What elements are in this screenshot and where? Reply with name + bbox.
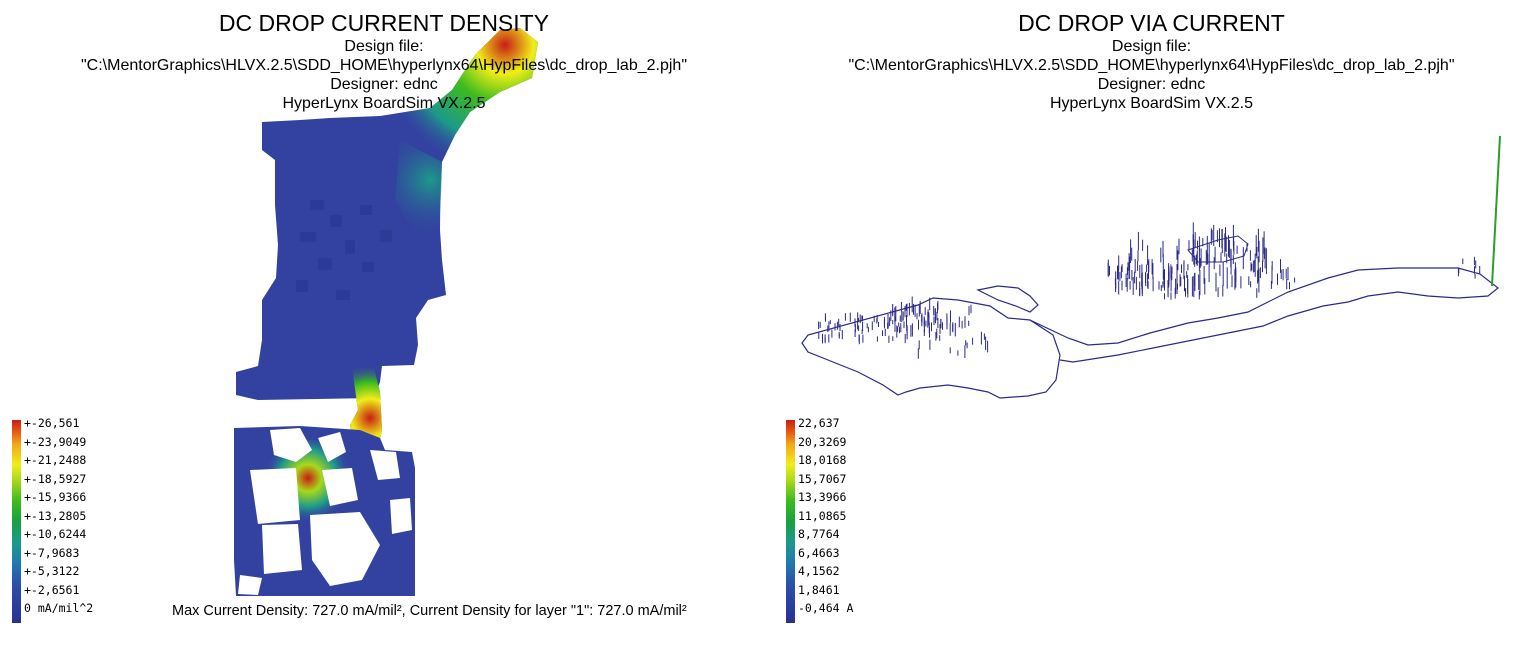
- legend-label: +-21,2488: [24, 453, 87, 467]
- via-current-plot[interactable]: [768, 0, 1535, 656]
- legend-label: +-18,5927: [24, 471, 87, 486]
- legend-label: +-7,9683: [24, 545, 80, 560]
- via-markers: [818, 222, 1481, 359]
- legend-label: +-10,6244: [24, 527, 87, 541]
- legend-label: 20,3269: [798, 434, 847, 449]
- current-density-footer: Max Current Density: 727.0 mA/mil², Curr…: [172, 603, 687, 619]
- plane-texture: [296, 200, 392, 300]
- max-via-current-spike: [1491, 135, 1501, 287]
- legend-label: 8,7764: [798, 527, 840, 541]
- current-density-panel: DC DROP CURRENT DENSITY Design file: "C:…: [0, 0, 768, 656]
- legend-label: 15,7067: [798, 471, 847, 486]
- legend-label: 18,0168: [798, 453, 847, 467]
- via-current-color-scale: [786, 420, 795, 623]
- via-current-panel: DC DROP VIA CURRENT Design file: "C:\Men…: [768, 0, 1535, 656]
- current-density-color-scale: [12, 420, 21, 623]
- legend-label: +-5,3122: [24, 564, 80, 578]
- legend-label: +-2,6561: [24, 582, 80, 597]
- legend-label: 0 mA/mil^2: [24, 601, 94, 615]
- current-density-legend-labels: +-26,561 +-23,9049 +-21,2488 +-18,5927 +-15,…: [24, 414, 93, 618]
- plane-cutouts: [238, 428, 412, 595]
- legend-label: +-23,9049: [24, 434, 87, 449]
- legend-label: 4,1562: [798, 564, 840, 578]
- legend-label: 13,3966: [798, 490, 847, 504]
- board-outline: [801, 297, 1061, 399]
- legend-label: +-13,2805: [24, 508, 87, 523]
- legend-label: 11,0865: [798, 508, 847, 523]
- via-current-legend-labels: 22,637 20,3269 18,0168 15,7067 13,3966 11,086…: [798, 414, 853, 618]
- legend-label: 22,637: [798, 416, 840, 430]
- legend-label: -0,464 A: [798, 601, 854, 615]
- legend-label: 6,4663: [798, 545, 840, 560]
- current-density-plot[interactable]: [0, 0, 768, 656]
- legend-label: 1,8461: [798, 582, 840, 597]
- legend-label: +-26,561: [24, 416, 80, 430]
- legend-label: +-15,9366: [24, 490, 87, 504]
